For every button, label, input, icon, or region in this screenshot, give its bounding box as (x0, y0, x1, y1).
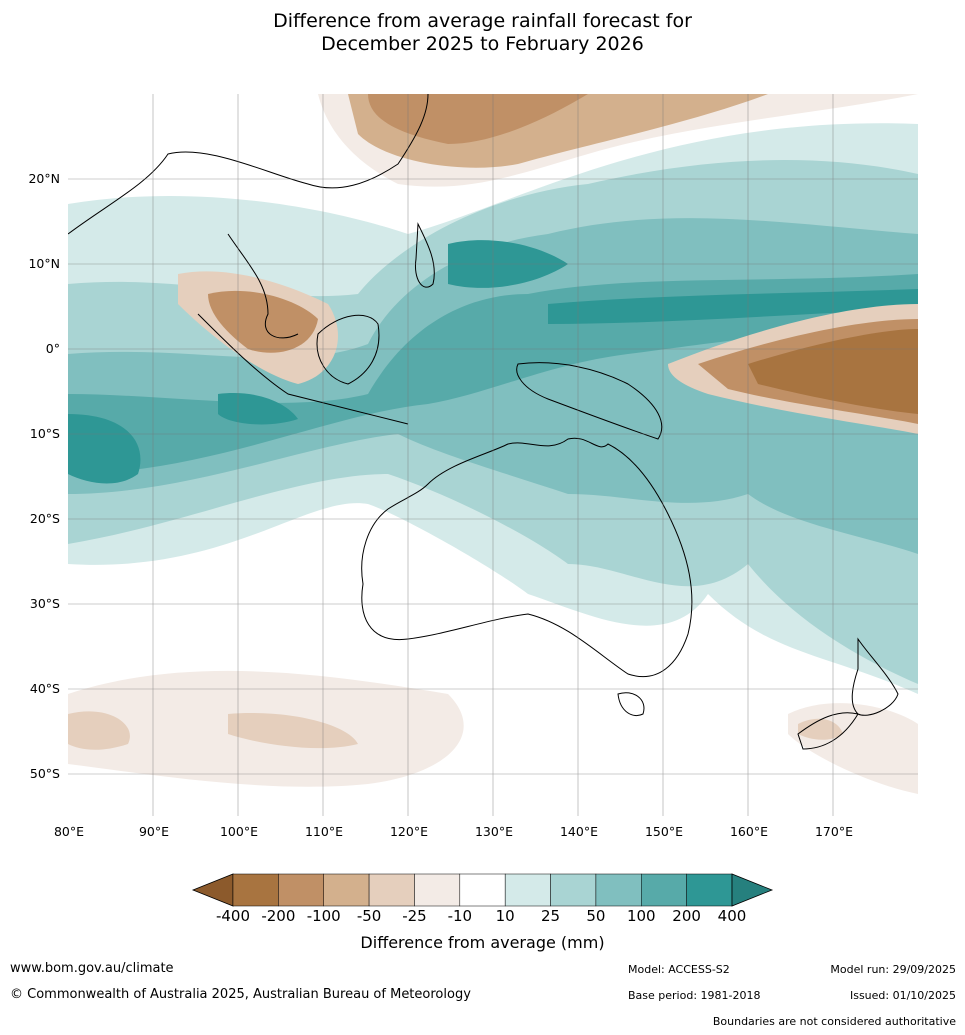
colorbar-tick-label: -10 (447, 907, 473, 925)
borneo-coastline (316, 314, 380, 385)
contour-dry-nz-core (798, 718, 843, 740)
contour-dry-50 (368, 94, 588, 144)
lat-label-20n: 20°N (28, 171, 60, 186)
australia-coastline (361, 437, 693, 678)
lat-label-10s: 10°S (29, 426, 60, 441)
colorbar-segment (278, 873, 324, 907)
lon-label-130e: 130°E (474, 824, 513, 839)
title-line-2: December 2025 to February 2026 (321, 33, 644, 55)
colorbar-segment (368, 873, 415, 907)
contour-wet-200 (68, 240, 918, 484)
footer-boundaries: Boundaries are not considered authoritat… (712, 1015, 956, 1028)
colorbar-tick-label: -400 (215, 907, 251, 925)
lon-label-80e: 80°E (53, 824, 85, 839)
lat-label-40s: 40°S (29, 681, 60, 696)
colorbar-arrow-low (191, 873, 234, 907)
tasmania-coastline (617, 692, 645, 717)
lon-label-110e: 110°E (304, 824, 343, 839)
colorbar-tick-label: 400 (717, 907, 747, 925)
colorbar-tick-label: -25 (402, 907, 427, 925)
colorbar-arrow-high (731, 873, 774, 907)
lat-label-50s: 50°S (29, 766, 60, 781)
lon-label-160e: 160°E (729, 824, 768, 839)
footer-issued: Issued: 01/10/2025 (849, 989, 956, 1002)
lat-label-30s: 30°S (29, 596, 60, 611)
colorbar-tick-label: 10 (495, 907, 515, 925)
lat-label-10n: 10°N (28, 256, 60, 271)
colorbar-tick-label: -100 (306, 907, 341, 925)
new-guinea-coastline (516, 362, 663, 440)
colorbar-tick-label: -50 (356, 907, 382, 925)
colorbar-segment (323, 873, 370, 907)
graticule (68, 94, 918, 816)
colorbar-tick-label: 50 (586, 907, 606, 925)
contour-dry-south-core (68, 711, 358, 750)
colorbar-segment (414, 873, 461, 907)
lon-label-100e: 100°E (219, 824, 258, 839)
footer-model: Model: ACCESS-S2 (628, 963, 730, 976)
philippines-coastline (414, 222, 435, 288)
lon-label-170e: 170°E (814, 824, 853, 839)
colorbar-tick-label: 25 (540, 907, 561, 925)
map-title: Difference from average rainfall forecas… (0, 10, 965, 56)
colorbar-segment (232, 873, 279, 907)
footer-url: www.bom.gov.au/climate (10, 961, 174, 976)
footer-copyright: © Commonwealth of Australia 2025, Austra… (10, 987, 471, 1002)
colorbar (191, 873, 774, 907)
footer-model-run: Model run: 29/09/2025 (830, 963, 956, 976)
colorbar-segment (550, 873, 597, 907)
sumatra-java-coastline (197, 313, 409, 425)
lon-label-150e: 150°E (644, 824, 683, 839)
colorbar-segment (686, 873, 733, 907)
colorbar-segment (459, 873, 506, 907)
lon-label-140e: 140°E (559, 824, 598, 839)
colorbar-segment (641, 873, 687, 907)
title-line-1: Difference from average rainfall forecas… (273, 10, 692, 32)
colorbar-segment (595, 873, 642, 907)
rainfall-map (68, 94, 918, 816)
colorbar-segment (504, 873, 551, 907)
footer-base-period: Base period: 1981-2018 (628, 989, 761, 1002)
lon-label-120e: 120°E (389, 824, 428, 839)
colorbar-tick-label: 100 (626, 907, 656, 925)
lat-label-0: 0° (45, 341, 60, 356)
asia-coastline (68, 94, 429, 339)
colorbar-tick-label: -200 (261, 907, 296, 925)
colorbar-title: Difference from average (mm) (360, 933, 605, 952)
lat-label-20s: 20°S (29, 511, 60, 526)
lon-label-90e: 90°E (138, 824, 170, 839)
colorbar-tick-label: 200 (672, 907, 701, 925)
